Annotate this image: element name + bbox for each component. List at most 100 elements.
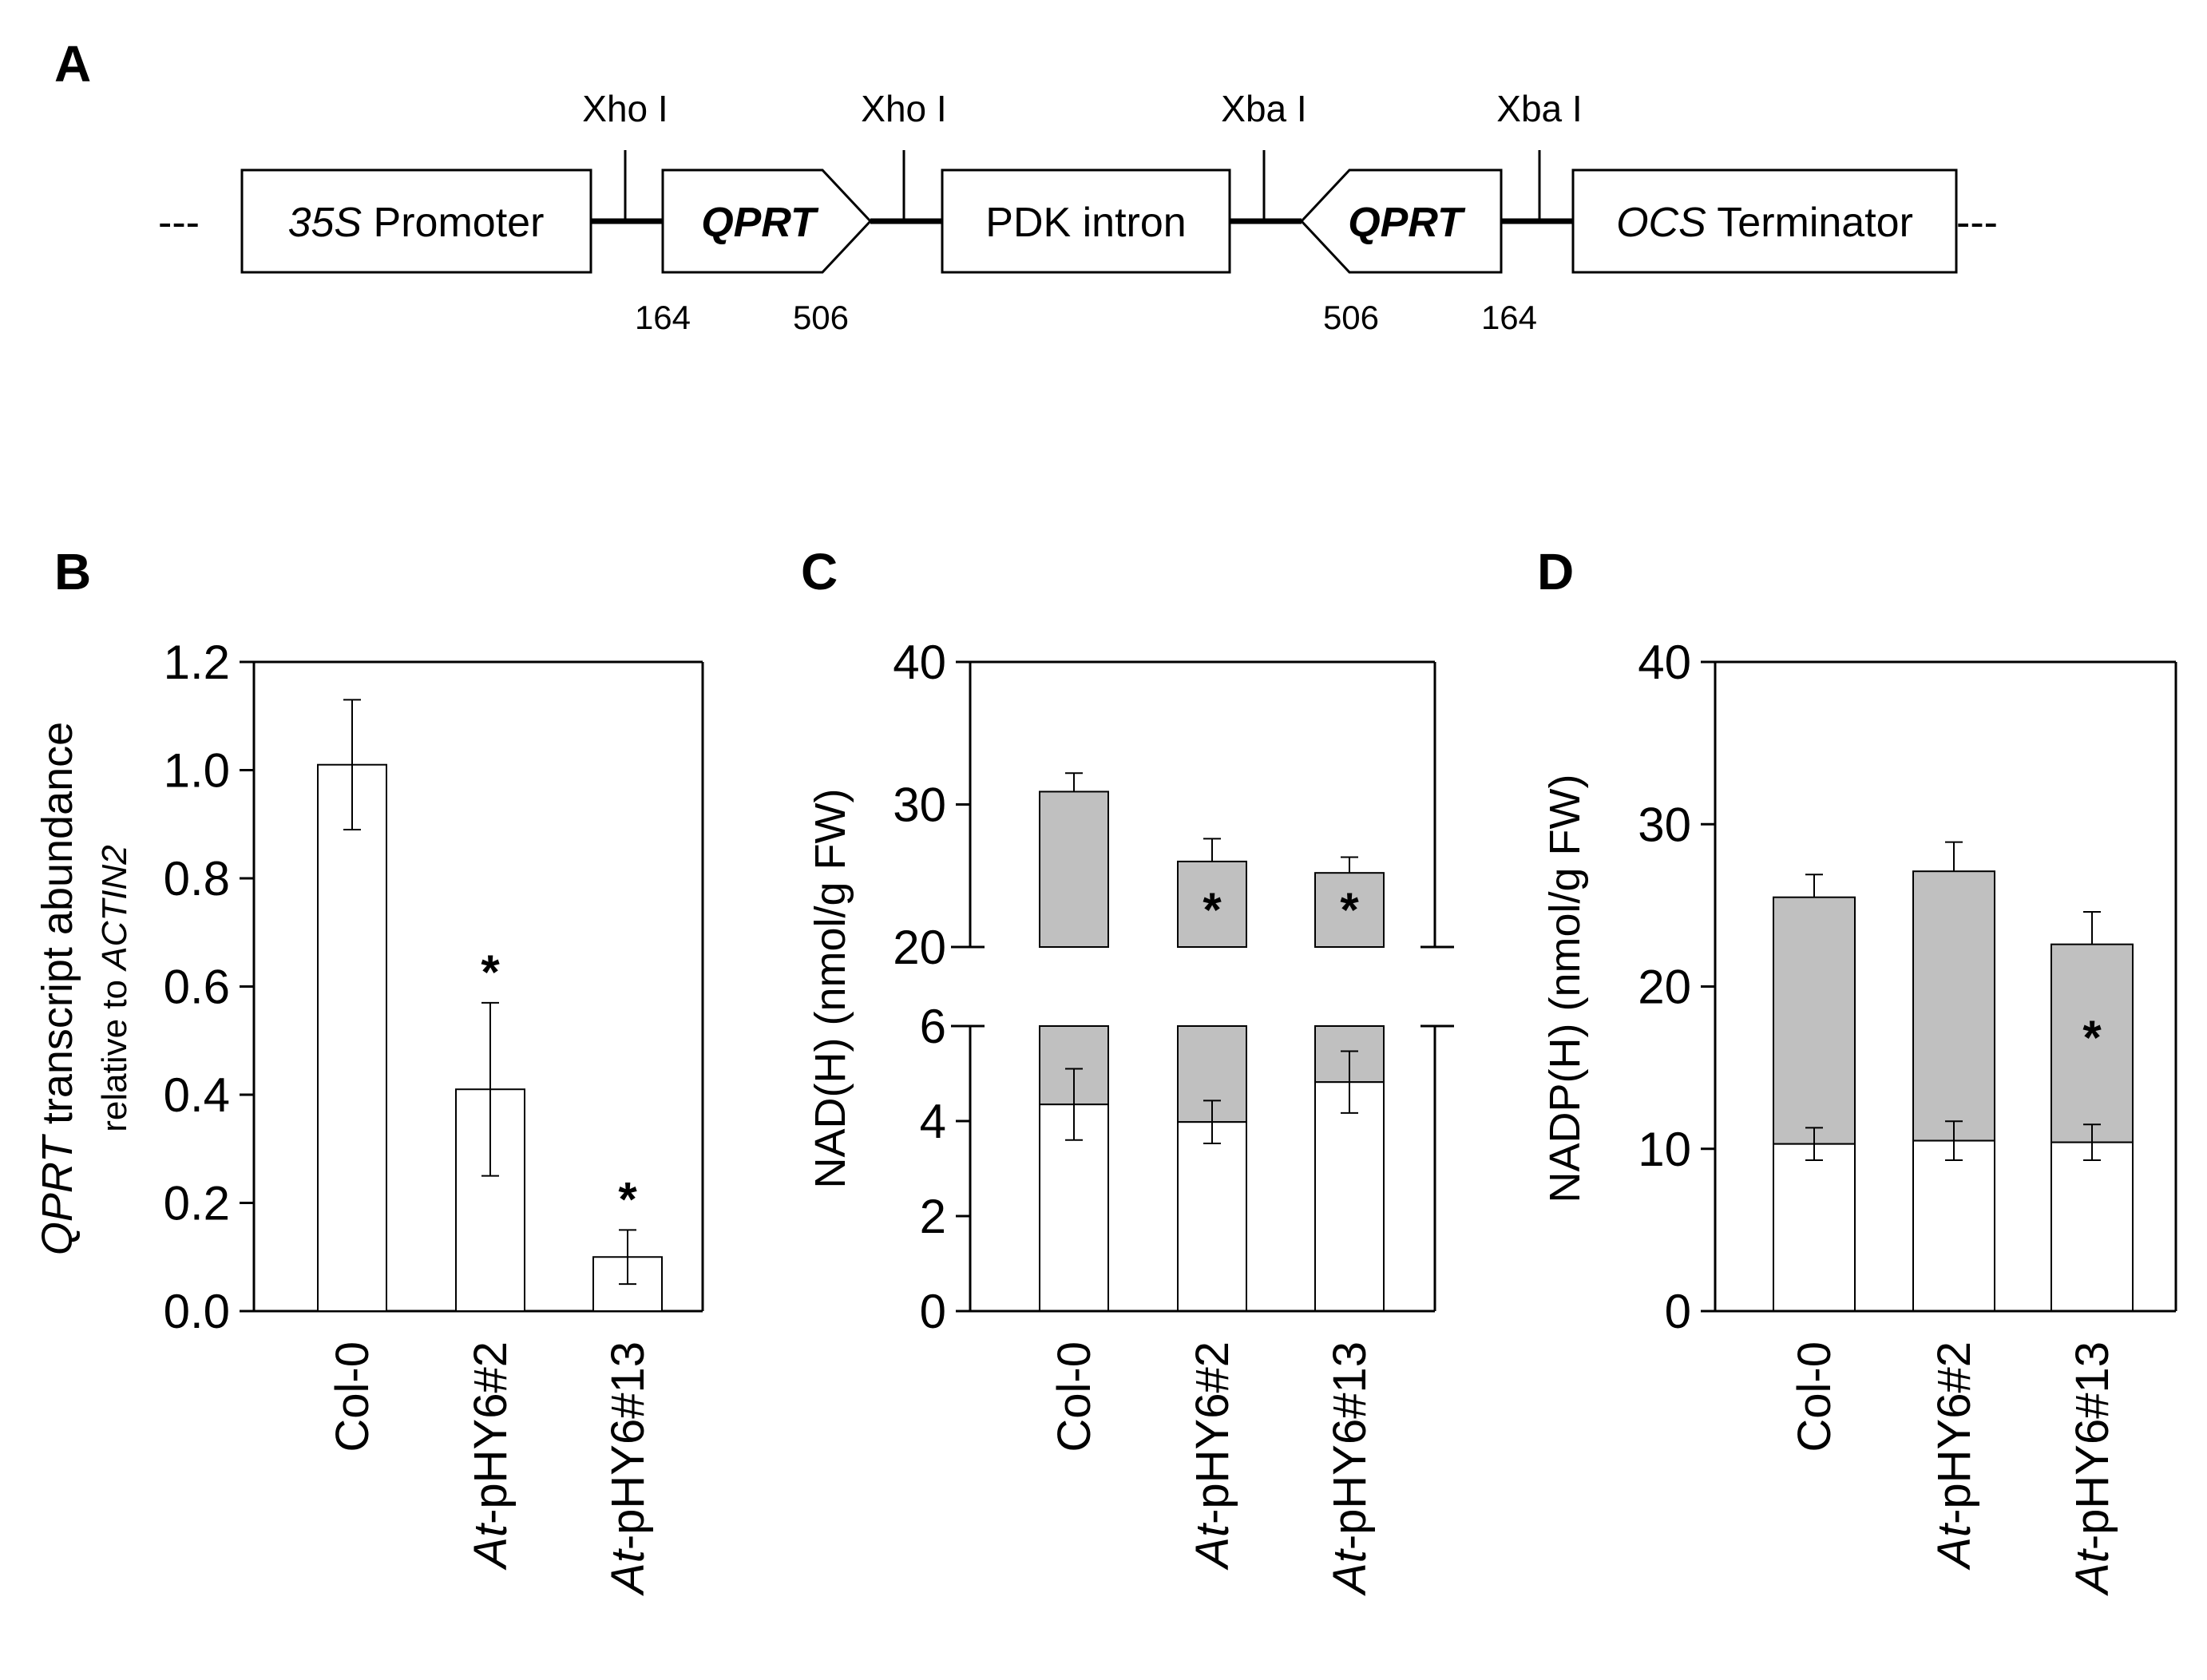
gene-reverse-label: QPRT (1348, 200, 1466, 246)
x-tick-label-at-phy6-2-italic: At (1928, 1522, 1980, 1571)
position-label-4: 164 (1481, 299, 1537, 336)
significance-star: * (2082, 1011, 2102, 1064)
x-tick-label-at-phy6-2: At-pHY6#2 (1928, 1341, 1980, 1571)
y-axis-label-italic: QPRT (34, 1133, 81, 1255)
gene-forward-arrow (661, 168, 873, 274)
promoter-box (240, 168, 592, 274)
bar-total-upper-at-phy6-13 (1314, 872, 1385, 949)
x-tick-label-at-phy6-2: At-pHY6#2 (465, 1341, 517, 1571)
gene-reverse-arrow (1299, 168, 1503, 274)
y-tick-label: 0.4 (164, 1068, 230, 1122)
x-tick-label-col-0-text: Col-0 (327, 1341, 378, 1452)
bar-total-at-phy6-13 (2050, 943, 2134, 1143)
y-tick-label-lower: 4 (920, 1095, 946, 1148)
x-tick-label-at-phy6-2-italic: At (465, 1522, 517, 1571)
y-tick-label: 40 (1638, 636, 1691, 689)
intron-label: PDK intron (985, 200, 1186, 246)
y-tick-label-lower: 0 (920, 1285, 946, 1338)
y-tick-label: 20 (1638, 961, 1691, 1014)
x-tick-label-at-phy6-13-italic: At (602, 1547, 654, 1596)
chart-b-qprt-transcript: 0.00.20.40.60.81.01.2Col-0*At-pHY6#2*At-… (34, 636, 704, 1596)
x-tick-label-at-phy6-2: At-pHY6#2 (1187, 1341, 1238, 1571)
right-dashes: --- (1956, 200, 1998, 246)
promoter-label-italic: 35S (288, 200, 363, 246)
y-tick-label-lower: 2 (920, 1190, 946, 1243)
left-dashes: --- (158, 200, 200, 246)
bar-nadp-at-phy6-2 (1912, 1139, 1995, 1313)
y-axis-label: NADP(H) (nmol/g FW) (1541, 775, 1589, 1203)
promoter-label-text: Promoter (362, 200, 544, 246)
terminator-box (1571, 168, 1958, 274)
x-tick-label-at-phy6-13-italic: At (2066, 1547, 2118, 1596)
bar-nad-at-phy6-13 (1314, 1081, 1385, 1312)
position-label-2: 506 (793, 299, 849, 336)
gene-forward-label: QPRT (701, 200, 819, 246)
chart-c-nadh: Col-0*At-pHY6#2*At-pHY6#132030400246NAD(… (806, 636, 1454, 1596)
y-tick-label: 0.0 (164, 1285, 230, 1338)
x-tick-label-at-phy6-13: At-pHY6#13 (2066, 1341, 2118, 1596)
bar-total-upper-col-0 (1039, 790, 1109, 948)
y-axis-label-line2: relative to ACTIN2 (95, 845, 134, 1131)
y-axis-label-text: transcript abundance (34, 722, 81, 1136)
site-label-xho-1: Xho I (582, 88, 668, 129)
construct-diagram: A --- --- Xho I Xho I Xba I Xba I 35S Pr… (54, 35, 1998, 336)
y-tick-label: 0.2 (164, 1177, 230, 1230)
bar-nad-at-phy6-2 (1177, 1121, 1247, 1312)
site-label-xba-2: Xba I (1496, 88, 1582, 129)
position-label-1: 164 (635, 299, 691, 336)
y-tick-label: 10 (1638, 1123, 1691, 1176)
significance-star: * (1203, 883, 1222, 937)
x-tick-label-col-0: Col-0 (1048, 1341, 1100, 1452)
panel-label-b: B (54, 543, 91, 600)
bar-nadp-at-phy6-13 (2050, 1141, 2134, 1312)
x-tick-label-col-0-text: Col-0 (1048, 1341, 1100, 1452)
y-tick-label: 0.6 (164, 961, 230, 1014)
bar-total-at-phy6-2 (1912, 870, 1995, 1142)
terminator-label-italic: OCS (1616, 200, 1706, 246)
y-axis-label: QPRT transcript abundance (34, 722, 81, 1255)
x-tick-label-at-phy6-13-text: -pHY6#13 (2066, 1341, 2118, 1550)
position-label-3: 506 (1323, 299, 1379, 336)
y-tick-label: 0.8 (164, 852, 230, 905)
significance-star: * (1340, 883, 1359, 937)
bar-col-0 (317, 763, 387, 1312)
x-tick-label-at-phy6-2-text: -pHY6#2 (1928, 1341, 1980, 1524)
cut-site-lines (624, 150, 1541, 221)
promoter-label: 35S Promoter (288, 200, 545, 246)
intron-box (941, 168, 1231, 274)
y-axis-label-line2-text: relative to (95, 970, 134, 1132)
x-tick-label-col-0-text: Col-0 (1789, 1341, 1840, 1452)
significance-star: * (481, 945, 500, 999)
bar-total-upper-at-phy6-2 (1177, 860, 1247, 949)
site-label-xba-1: Xba I (1221, 88, 1306, 129)
y-tick-label: 30 (1638, 798, 1691, 851)
y-tick-label-upper: 40 (893, 636, 946, 689)
panel-label-c: C (801, 543, 838, 600)
x-tick-label-at-phy6-13-text: -pHY6#13 (602, 1341, 654, 1550)
chart-d-nadph: Col-0At-pHY6#2*At-pHY6#13010203040NADP(H… (1541, 636, 2177, 1596)
y-axis-label-line2-italic: ACTIN2 (95, 845, 134, 972)
y-tick-label-lower: 6 (920, 1000, 946, 1053)
terminator-label-text: Terminator (1706, 200, 1913, 246)
x-tick-label-at-phy6-13: At-pHY6#13 (602, 1341, 654, 1596)
bar-nadp-col-0 (1773, 1143, 1856, 1312)
x-tick-label-at-phy6-13-italic: At (1324, 1547, 1376, 1596)
y-tick-label-upper: 30 (893, 779, 946, 832)
y-tick-label-upper: 20 (893, 921, 946, 974)
x-tick-label-col-0: Col-0 (1789, 1341, 1840, 1452)
y-tick-label: 0 (1665, 1285, 1691, 1338)
x-tick-label-at-phy6-13: At-pHY6#13 (1324, 1341, 1376, 1596)
y-tick-label: 1.0 (164, 744, 230, 798)
y-tick-label: 1.2 (164, 636, 230, 689)
significance-star: * (618, 1172, 637, 1226)
y-axis-label: NAD(H) (nmol/g FW) (806, 789, 854, 1189)
x-tick-label-at-phy6-2-italic: At (1187, 1522, 1238, 1571)
panel-label-a: A (54, 35, 91, 93)
x-tick-label-at-phy6-2-text: -pHY6#2 (465, 1341, 517, 1524)
bar-total-col-0 (1773, 896, 1856, 1145)
x-tick-label-at-phy6-2-text: -pHY6#2 (1187, 1341, 1238, 1524)
panel-label-d: D (1537, 543, 1574, 600)
x-tick-label-col-0: Col-0 (327, 1341, 378, 1452)
terminator-label: OCS Terminator (1616, 200, 1913, 246)
